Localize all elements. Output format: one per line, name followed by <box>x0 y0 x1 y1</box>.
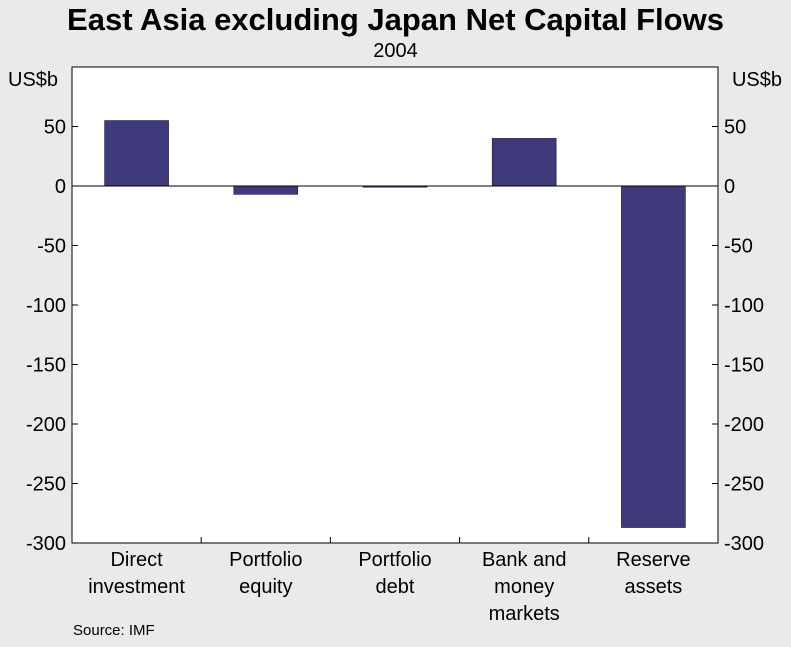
y-tick-label-left: -300 <box>26 533 66 555</box>
plot-area <box>71 66 719 544</box>
chart-subtitle: 2004 <box>373 40 418 62</box>
y-tick-label-left: -50 <box>37 236 66 258</box>
x-tick-label: assets <box>624 576 682 598</box>
y-tick-label-right: 0 <box>724 176 735 198</box>
x-tick-label: equity <box>239 576 292 598</box>
x-tick-label: Portfolio <box>358 549 431 571</box>
x-tick-label: Portfolio <box>229 549 302 571</box>
x-tick-label: debt <box>376 576 415 598</box>
bar-0 <box>104 120 169 187</box>
x-tick-label: markets <box>489 603 560 625</box>
bar-1 <box>233 185 299 195</box>
y-tick-label-left: -150 <box>26 355 66 377</box>
y-tick-label-right: -300 <box>724 533 764 555</box>
x-tick-label: Bank and <box>482 549 567 571</box>
y-tick-label-right: -100 <box>724 295 764 317</box>
chart-title: East Asia excluding Japan Net Capital Fl… <box>67 2 724 37</box>
y-tick-label-left: -250 <box>26 474 66 496</box>
y-tick-label-right: -250 <box>724 474 764 496</box>
y-tick-label-right: -200 <box>724 414 764 436</box>
y-axis-unit-right: US$b <box>732 69 782 91</box>
bar-4 <box>621 185 686 528</box>
x-tick-label: money <box>494 576 554 598</box>
x-tick-label: Direct <box>110 549 163 571</box>
x-tick-label: investment <box>88 576 185 598</box>
y-tick-label-left: -200 <box>26 414 66 436</box>
y-tick-label-left: -100 <box>26 295 66 317</box>
y-tick-label-right: 50 <box>724 117 746 139</box>
bar-3 <box>491 138 557 187</box>
y-tick-label-right: -150 <box>724 355 764 377</box>
y-tick-label-right: -50 <box>724 236 753 258</box>
y-tick-label-left: 50 <box>44 117 66 139</box>
x-tick-label: Reserve <box>616 549 690 571</box>
source-note: Source: IMF <box>73 622 155 639</box>
y-tick-label-left: 0 <box>55 176 66 198</box>
y-axis-unit-left: US$b <box>8 69 58 91</box>
